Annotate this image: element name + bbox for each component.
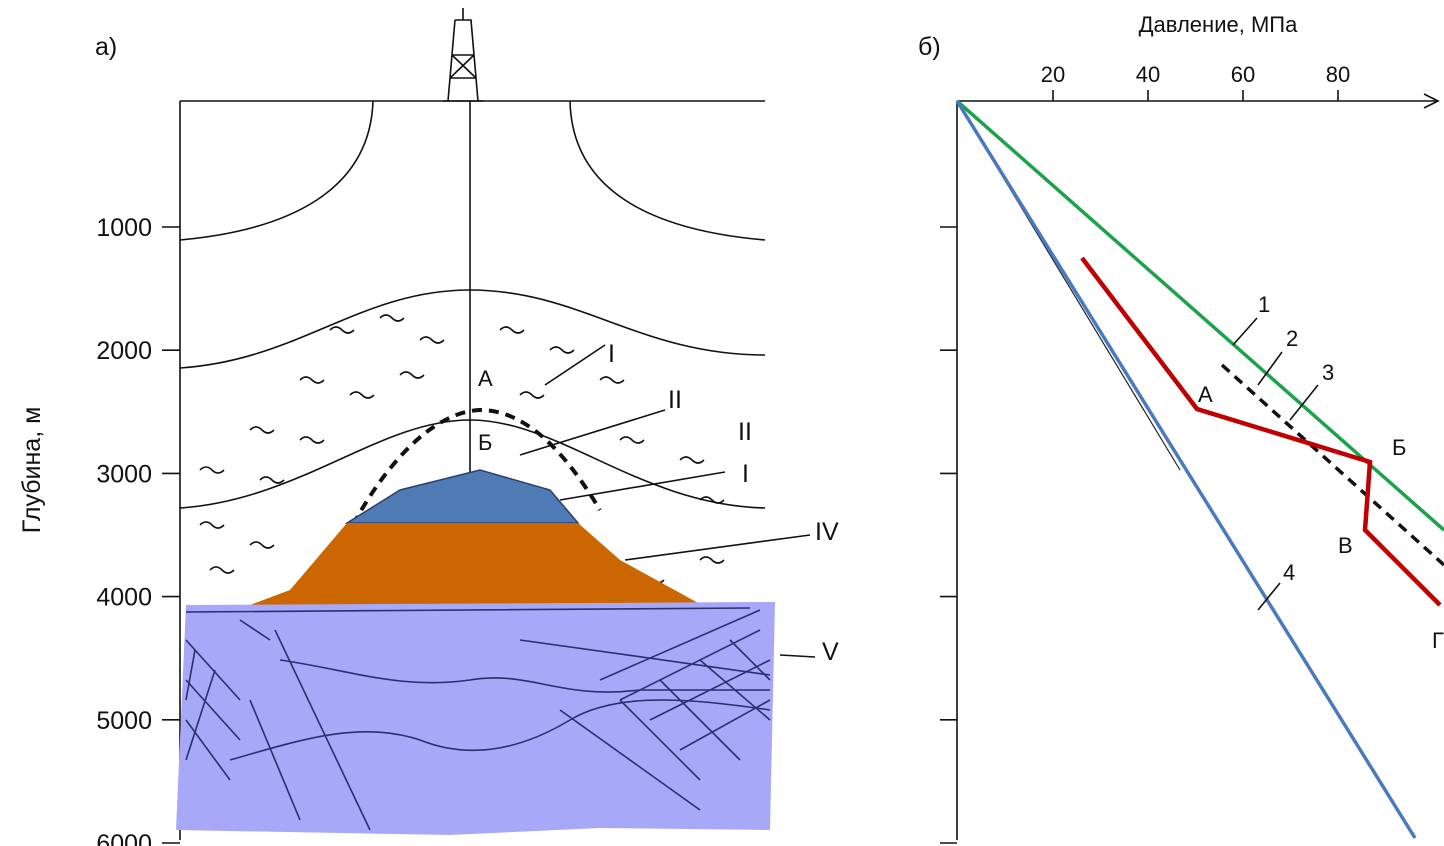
point-label: Г [1432,628,1444,653]
axis-title: Глубина, м [18,407,46,534]
pressure-tick-label: 20 [1041,62,1065,87]
figure: а) I II II I IV V А [0,0,1444,846]
zone-label: I [608,340,615,368]
zone-label: II [738,418,752,446]
pressure-tick-label: 40 [1136,62,1160,87]
line-label: 2 [1286,326,1298,351]
axis-title: Давление, МПа [1139,12,1298,37]
curve [180,101,373,240]
panel-label: б) [918,33,941,61]
line-label: 4 [1283,560,1295,585]
depth-tick-label: 3000 [96,460,152,488]
depth-tick-label: 1000 [96,214,152,242]
panel-a: а) I II II I IV V А [18,8,839,846]
pressure-tick-label: 80 [1326,62,1350,87]
curve [570,101,765,240]
point-label: А [478,366,493,391]
pressure-ticks: 20 40 60 80 [1041,62,1350,101]
depth-tick-label: 5000 [96,707,152,735]
pressure-tick-label: 60 [1231,62,1255,87]
zone-label: V [822,638,839,666]
point-label: Б [478,430,492,455]
panel-label: а) [95,33,117,61]
layer-top [180,290,765,368]
depth-tick-label: 2000 [96,337,152,365]
zone-label: II [668,386,682,414]
line-label: 3 [1322,360,1334,385]
depth-ticks [940,227,957,843]
point-label: В [1338,533,1353,558]
point-label: Б [1392,435,1406,460]
oil-zone [250,523,720,615]
depth-tick-label: 6000 [96,830,152,846]
depth-tick-label: 4000 [96,584,152,612]
point-label: А [1198,382,1213,407]
line-4 [957,101,1415,838]
depth-ticks: 1000 2000 3000 4000 5000 6000 [96,214,180,846]
derrick [443,8,483,101]
zone-label: IV [815,518,839,546]
line-2 [1222,365,1444,565]
zone-label: I [742,460,749,488]
line-label: 1 [1258,292,1270,317]
